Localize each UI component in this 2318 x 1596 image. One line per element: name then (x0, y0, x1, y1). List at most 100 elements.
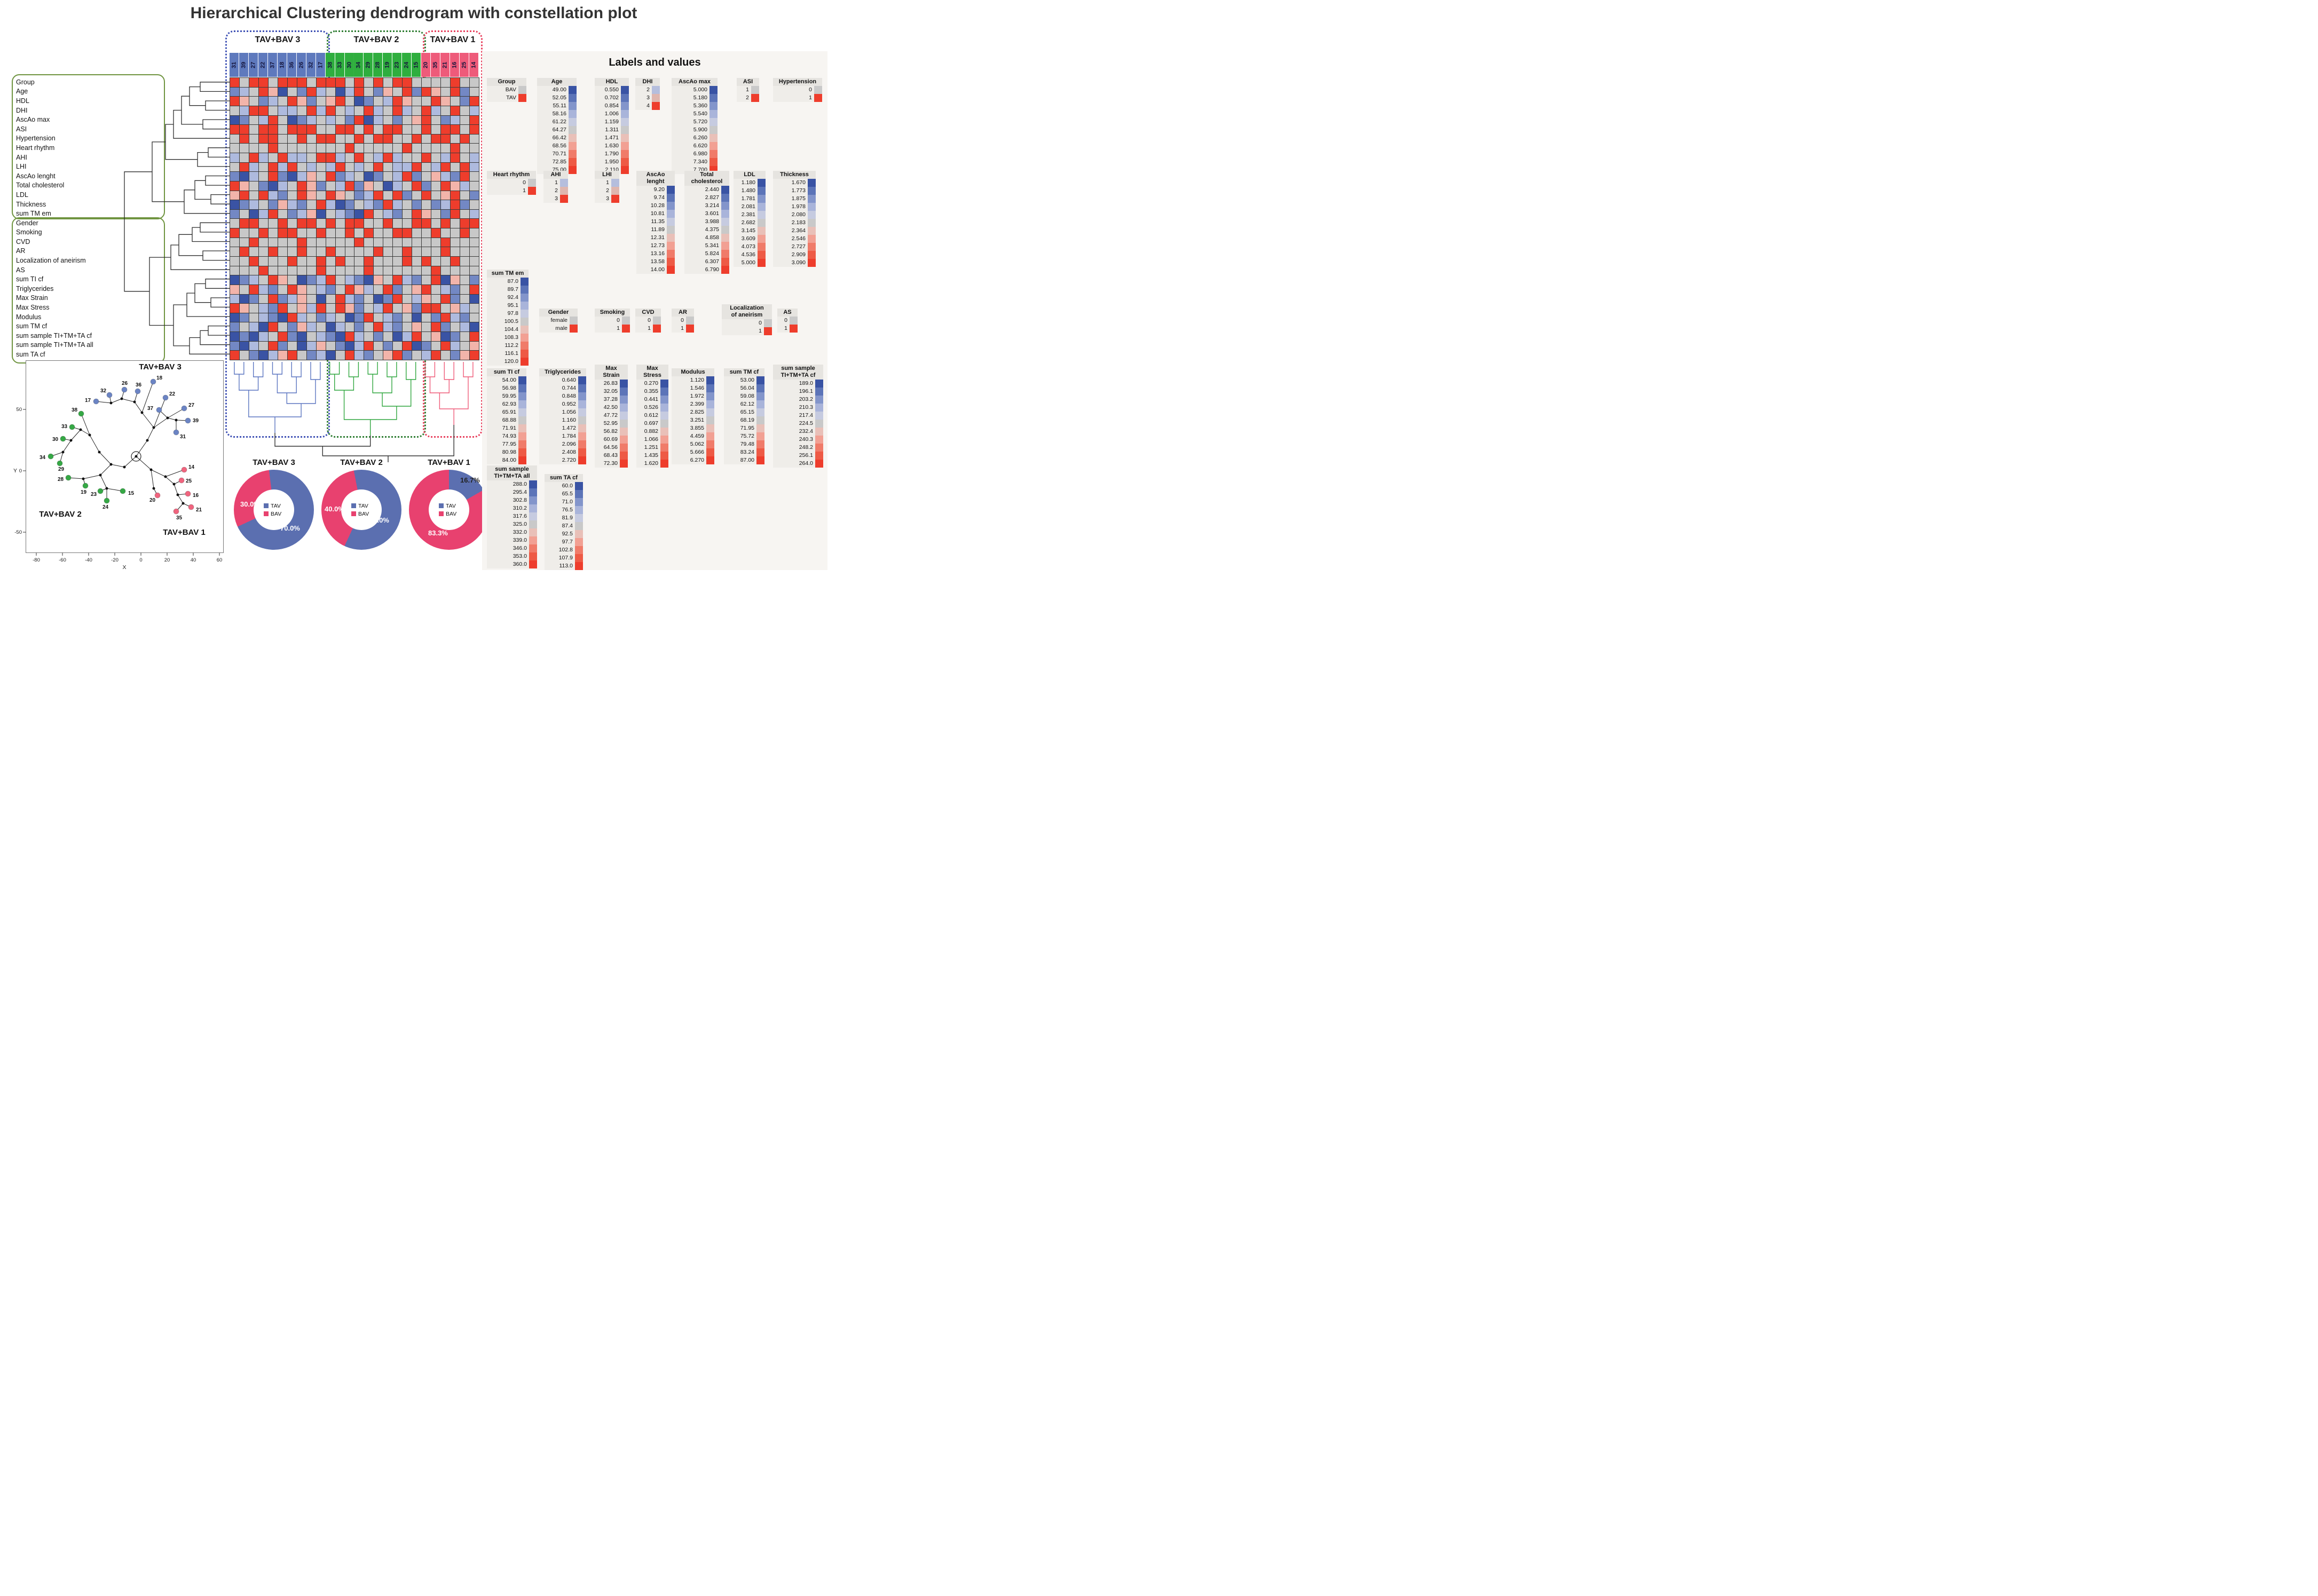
heatmap-cell (422, 200, 431, 209)
heatmap-cell (364, 228, 374, 238)
internal-node-dot (140, 411, 144, 414)
heatmap-cell (316, 275, 326, 285)
legend-color-swatch (721, 242, 729, 250)
heatmap-cell (278, 209, 287, 219)
heatmap-cell (422, 257, 431, 266)
legend-color-swatch (621, 110, 629, 118)
legend-lhi: LHI 1 2 3 (595, 171, 619, 203)
legend-color-swatch (808, 211, 816, 219)
internal-node-dot (99, 473, 102, 477)
legend-value-row: 47.72 (595, 412, 628, 420)
legend-value-row: 317.6 (487, 512, 537, 521)
heatmap-cell (374, 285, 383, 294)
constellation-edge (147, 427, 154, 441)
heatmap-cell (306, 209, 316, 219)
heatmap-cell (354, 87, 364, 97)
heatmap-cell (470, 134, 479, 144)
heatmap-cell (306, 304, 316, 313)
heatmap-cell (345, 125, 354, 134)
legend-color-swatch (660, 436, 668, 444)
heatmap-cell (393, 144, 403, 153)
constellation-edge (62, 440, 72, 453)
heatmap-cell (306, 181, 316, 191)
heatmap-cell (316, 322, 326, 332)
heatmap-cell (287, 172, 297, 181)
legend-color-swatch (706, 432, 714, 441)
heatmap-cell (306, 162, 316, 172)
legend-value-row: 65.5 (545, 490, 583, 499)
heatmap-cell (431, 294, 441, 304)
legend-value-row: 1 (595, 179, 619, 187)
heatmap-cell (287, 351, 297, 360)
heatmap-row-label: sum TM cf (16, 322, 48, 330)
heatmap-cell (278, 294, 287, 304)
heatmap-cell (354, 257, 364, 266)
heatmap-cell (403, 200, 412, 209)
legend-value-row: 0.744 (539, 384, 586, 393)
heatmap-cell (268, 172, 278, 181)
labels-values-title: Labels and values (609, 57, 701, 68)
constellation-edge (124, 456, 137, 468)
internal-node-dot (176, 493, 179, 496)
legend-value-row: 4.459 (672, 432, 714, 441)
legend-sum-tm-em: sum TM em 87.0 89.7 92.4 95.1 97.8 100.5 104.4 1… (487, 270, 529, 366)
heatmap-cell (306, 172, 316, 181)
constellation-edge (141, 412, 154, 428)
heatmap-cell (258, 228, 268, 238)
column-id-label: 32 (306, 53, 316, 77)
legend-value-row: 3.090 (773, 259, 816, 267)
legend-value-row: 353.0 (487, 552, 537, 561)
heatmap-cell (451, 322, 460, 332)
heatmap-row-label: AR (16, 247, 26, 255)
heatmap-cell (306, 285, 316, 294)
heatmap-cell (393, 275, 403, 285)
heatmap-cell (403, 266, 412, 275)
row-dendrogram (124, 82, 230, 354)
heatmap-cell (412, 238, 422, 247)
legend-color-swatch (808, 195, 816, 203)
legend-color-swatch (653, 317, 661, 325)
x-tick-label: 40 (191, 557, 196, 563)
heatmap-cell (470, 106, 479, 115)
x-axis-label: X (122, 564, 126, 571)
heatmap-cell (364, 87, 374, 97)
legend-color-swatch (621, 126, 629, 135)
internal-node-dot (146, 439, 149, 442)
heatmap-cell (345, 144, 354, 153)
legend-value-row: 72.30 (595, 460, 628, 468)
legend-title: Age (537, 78, 577, 86)
legend-ascao-lenght: AscAo lenght 9.20 9.74 10.28 10.81 11.35 11.89 1… (636, 171, 675, 274)
heatmap-cell (268, 97, 278, 106)
legend-color-swatch (529, 496, 537, 505)
donut-chart-tav-bav-3: TAV+BAV 3 TAV BAV 30.0% 70.0% (233, 458, 314, 550)
heatmap-cell (393, 257, 403, 266)
sample-node (173, 429, 179, 436)
heatmap-cell (306, 144, 316, 153)
heatmap-cell (268, 191, 278, 200)
legend-color-swatch (620, 460, 628, 468)
heatmap-cell (258, 106, 268, 115)
legend-hypertension: Hypertension 0 1 (773, 78, 822, 102)
sample-node (150, 378, 156, 385)
legend-value-row: 55.11 (537, 102, 577, 110)
heatmap-cell (345, 238, 354, 247)
heatmap-cell (345, 266, 354, 275)
donut-legend-item: TAV (439, 503, 456, 509)
legend-color-swatch (667, 194, 675, 202)
legend-value-row: 2.081 (734, 203, 766, 211)
heatmap-cell (316, 115, 326, 125)
legend-color-swatch (808, 219, 816, 227)
heatmap-cell (239, 322, 249, 332)
bav-swatch (439, 511, 444, 516)
legend-value-row: 2.399 (672, 400, 714, 409)
heatmap-cell (278, 341, 287, 351)
heatmap-cell (460, 275, 470, 285)
column-id-label: 22 (258, 53, 267, 77)
donut-legend-item: TAV (264, 503, 281, 509)
legend-color-swatch (756, 456, 764, 465)
heatmap-cell (441, 332, 451, 341)
heatmap-cell (383, 115, 393, 125)
heatmap-cell (374, 144, 383, 153)
heatmap-cell (278, 285, 287, 294)
heatmap-cell (268, 294, 278, 304)
